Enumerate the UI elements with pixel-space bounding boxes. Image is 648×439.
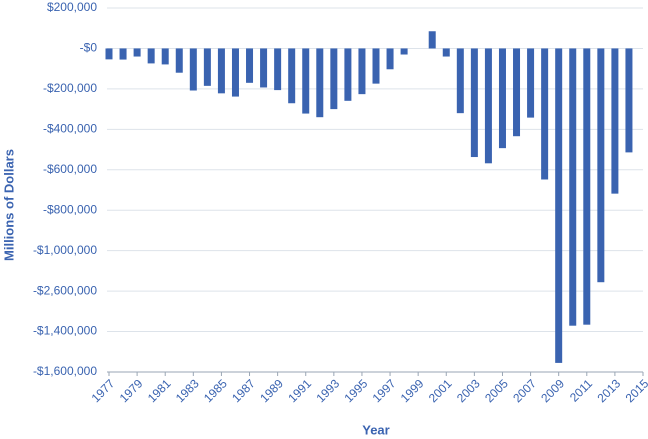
bar bbox=[133, 48, 141, 57]
y-tick-label: -$2,600,000 bbox=[33, 283, 97, 297]
bar bbox=[372, 48, 380, 84]
x-tick-label: 1995 bbox=[342, 376, 371, 405]
bar bbox=[358, 48, 366, 95]
x-tick-label: 1981 bbox=[145, 376, 174, 405]
x-tick-label: 1989 bbox=[257, 376, 286, 405]
bar bbox=[189, 48, 197, 91]
y-tick-label: -$1,400,000 bbox=[33, 324, 97, 338]
x-tick-label: 1999 bbox=[398, 376, 427, 405]
bar bbox=[555, 48, 563, 363]
x-tick-label: 2001 bbox=[426, 376, 455, 405]
y-tick-label: -$1,000,000 bbox=[33, 243, 97, 257]
bar bbox=[484, 48, 492, 164]
bar bbox=[217, 48, 225, 94]
bar bbox=[428, 31, 436, 49]
bar bbox=[386, 48, 394, 70]
x-tick-label: 2015 bbox=[623, 376, 648, 405]
bar bbox=[274, 48, 282, 91]
bar bbox=[161, 48, 169, 65]
bar bbox=[330, 48, 338, 110]
x-tick-label: 1991 bbox=[285, 376, 314, 405]
bar bbox=[527, 48, 535, 118]
y-tick-label: -$1,600,000 bbox=[33, 364, 97, 378]
bar bbox=[288, 48, 296, 104]
bar bbox=[400, 48, 408, 55]
bar bbox=[105, 48, 113, 60]
y-tick-label: -$200,000 bbox=[43, 81, 97, 95]
x-tick-label: 2011 bbox=[567, 376, 595, 404]
bar bbox=[611, 48, 619, 194]
bar bbox=[246, 48, 254, 83]
bar bbox=[456, 48, 464, 114]
y-tick-label: -$0 bbox=[80, 41, 98, 55]
bar bbox=[498, 48, 506, 149]
bar bbox=[513, 48, 521, 137]
bar bbox=[231, 48, 239, 97]
bar bbox=[625, 48, 633, 153]
bar bbox=[597, 48, 605, 283]
x-tick-label: 1985 bbox=[201, 376, 230, 405]
x-tick-label: 1983 bbox=[173, 376, 202, 405]
bar bbox=[175, 48, 183, 73]
x-tick-label: 1987 bbox=[229, 376, 258, 405]
x-tick-label: 2007 bbox=[510, 376, 539, 405]
bar bbox=[344, 48, 352, 101]
x-tick-label: 1993 bbox=[313, 376, 342, 405]
bar bbox=[203, 48, 211, 86]
x-tick-label: 2009 bbox=[538, 376, 567, 405]
bar bbox=[470, 48, 478, 158]
bar bbox=[442, 48, 450, 57]
bar bbox=[260, 48, 268, 88]
x-tick-label: 2003 bbox=[454, 376, 483, 405]
bar bbox=[541, 48, 549, 180]
x-axis-title: Year bbox=[362, 422, 389, 437]
y-axis-title: Millions of Dollars bbox=[1, 149, 16, 261]
x-tick-label: 1979 bbox=[117, 376, 146, 405]
bar bbox=[302, 48, 310, 114]
bar bbox=[147, 48, 155, 64]
y-tick-label: -$600,000 bbox=[43, 162, 97, 176]
bar bbox=[583, 48, 591, 325]
y-tick-label: -$800,000 bbox=[43, 202, 97, 216]
y-tick-label: $200,000 bbox=[47, 0, 97, 14]
x-tick-label: 1977 bbox=[89, 376, 118, 405]
bar bbox=[119, 48, 127, 60]
y-tick-label: -$400,000 bbox=[43, 122, 97, 136]
bar bbox=[569, 48, 577, 326]
x-tick-label: 2005 bbox=[482, 376, 511, 405]
x-tick-label: 1997 bbox=[370, 376, 399, 405]
bar bbox=[316, 48, 324, 118]
x-tick-label: 2013 bbox=[594, 376, 623, 405]
